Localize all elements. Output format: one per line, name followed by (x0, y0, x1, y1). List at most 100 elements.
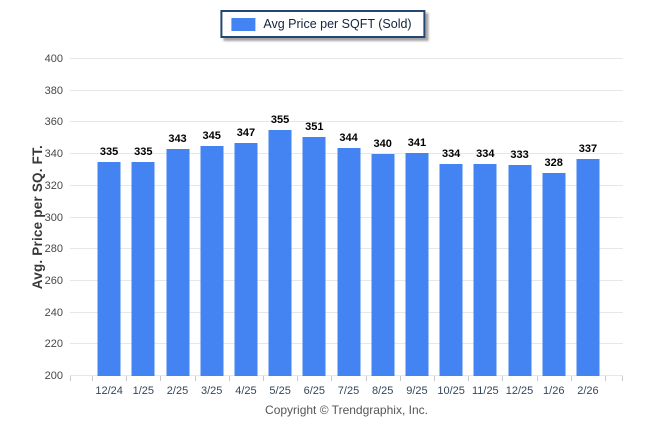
y-tick-label: 300 (44, 211, 63, 224)
bar-value-label: 337 (578, 142, 598, 155)
gridline (70, 58, 623, 59)
bar-value-label: 328 (544, 157, 563, 170)
bar-slot: 335 1/25 (126, 59, 160, 397)
x-axis-tick (502, 376, 504, 381)
y-tick-label: 380 (44, 84, 63, 97)
bar-value-label: 334 (441, 147, 461, 160)
x-tick-label: 1/26 (543, 385, 565, 397)
bar-slot: 347 4/25 (229, 59, 263, 397)
x-axis-tick (622, 376, 623, 381)
bar (337, 147, 361, 376)
x-axis-tick (297, 376, 299, 381)
bar-slot: 334 11/25 (468, 59, 502, 397)
x-axis-tick (92, 376, 93, 381)
bar (508, 165, 532, 376)
bar-slot: 351 6/25 (297, 59, 331, 397)
bar (473, 163, 497, 376)
bar-value-label: 343 (168, 133, 187, 146)
x-axis-tick (605, 376, 606, 381)
bar-slot: 340 8/25 (366, 59, 400, 397)
bar-value-label: 335 (99, 146, 119, 159)
bar-value-label: 334 (476, 147, 495, 160)
bar-slot: 334 10/25 (434, 59, 468, 397)
y-tick-label: 320 (44, 179, 63, 192)
legend-swatch (231, 17, 256, 31)
y-tick-label: 340 (44, 148, 63, 161)
x-tick-label: 12/24 (95, 385, 123, 397)
x-tick-label: 1/25 (132, 385, 155, 397)
x-tick-label: 12/25 (505, 385, 534, 397)
bar (200, 146, 224, 376)
x-tick-label: 6/25 (303, 385, 326, 397)
bar (576, 158, 600, 376)
x-axis-tick (228, 376, 230, 381)
y-tick-label: 240 (44, 306, 63, 319)
bar-slot: 344 7/25 (331, 59, 365, 397)
bar (302, 136, 326, 376)
x-tick-label: 2/26 (577, 385, 599, 397)
x-axis-tick (399, 376, 401, 381)
x-axis-tick (263, 376, 264, 381)
x-axis-tick (194, 376, 196, 381)
bar (97, 162, 121, 376)
bar-value-label: 335 (134, 146, 153, 159)
gridline (70, 89, 623, 91)
y-tick-label: 260 (44, 274, 63, 287)
y-tick-label: 360 (44, 116, 63, 129)
bar (166, 149, 189, 376)
bar-series: 335 12/24 335 1/25 343 2/25 345 3/25 347 4/25 355 5… (70, 59, 623, 397)
bar-slot: 335 12/24 (92, 59, 126, 397)
bar (439, 163, 463, 376)
bar (405, 152, 429, 376)
x-axis-tick (468, 376, 470, 381)
x-axis-tick (331, 376, 333, 381)
bar (542, 173, 566, 376)
bar-slot: 337 2/26 (571, 59, 605, 397)
x-tick-label: 8/25 (372, 385, 394, 397)
y-tick-label: 400 (44, 53, 63, 65)
x-tick-label: 3/25 (200, 385, 223, 397)
gridline (70, 121, 623, 123)
bar (268, 130, 292, 376)
bar-value-label: 347 (236, 127, 256, 140)
bar-value-label: 344 (339, 131, 358, 144)
x-tick-label: 2/25 (166, 385, 189, 397)
x-tick-label: 10/25 (437, 385, 465, 397)
bar (131, 162, 155, 376)
bar-value-label: 340 (373, 138, 392, 151)
plot-area: 335 12/24 335 1/25 343 2/25 345 3/25 347 4/25 355 5… (70, 58, 623, 397)
bar (371, 154, 395, 376)
bar-slot: 333 12/25 (502, 59, 536, 397)
x-tick-label: 7/25 (337, 385, 360, 397)
x-axis-tick (536, 376, 538, 381)
bar-slot: 328 1/26 (537, 59, 571, 397)
x-axis-tick (570, 376, 572, 381)
legend: Avg Price per SQFT (Sold) (220, 10, 426, 38)
bar-value-label: 341 (407, 136, 427, 149)
bar-slot: 355 5/25 (263, 59, 297, 397)
x-tick-label: 11/25 (471, 385, 499, 397)
y-axis-tick-labels: 200 220 240 260 280 300 320 340 360 380 400 (0, 53, 63, 382)
x-tick-label: 5/25 (269, 385, 291, 397)
copyright-text: Copyright © Trendgraphix, Inc. (265, 403, 428, 417)
x-axis-tick (126, 376, 128, 381)
bar-value-label: 355 (270, 114, 290, 127)
legend-label: Avg Price per SQFT (Sold) (263, 17, 412, 31)
x-axis-tick (365, 376, 367, 381)
bar-value-label: 351 (305, 120, 324, 133)
bar-slot: 341 9/25 (400, 59, 434, 397)
x-tick-label: 4/25 (235, 385, 257, 397)
bar-value-label: 333 (510, 149, 529, 162)
y-tick-label: 200 (44, 370, 63, 382)
bar-slot: 345 3/25 (195, 59, 229, 397)
x-axis-tick (160, 376, 162, 381)
bar (234, 143, 258, 376)
y-tick-label: 280 (44, 243, 63, 256)
x-tick-label: 9/25 (406, 385, 428, 397)
bar-slot: 343 2/25 (160, 59, 194, 397)
y-tick-label: 220 (44, 338, 63, 351)
x-axis-tick (434, 376, 435, 381)
x-axis-tick (70, 376, 71, 381)
bar-value-label: 345 (202, 130, 221, 143)
